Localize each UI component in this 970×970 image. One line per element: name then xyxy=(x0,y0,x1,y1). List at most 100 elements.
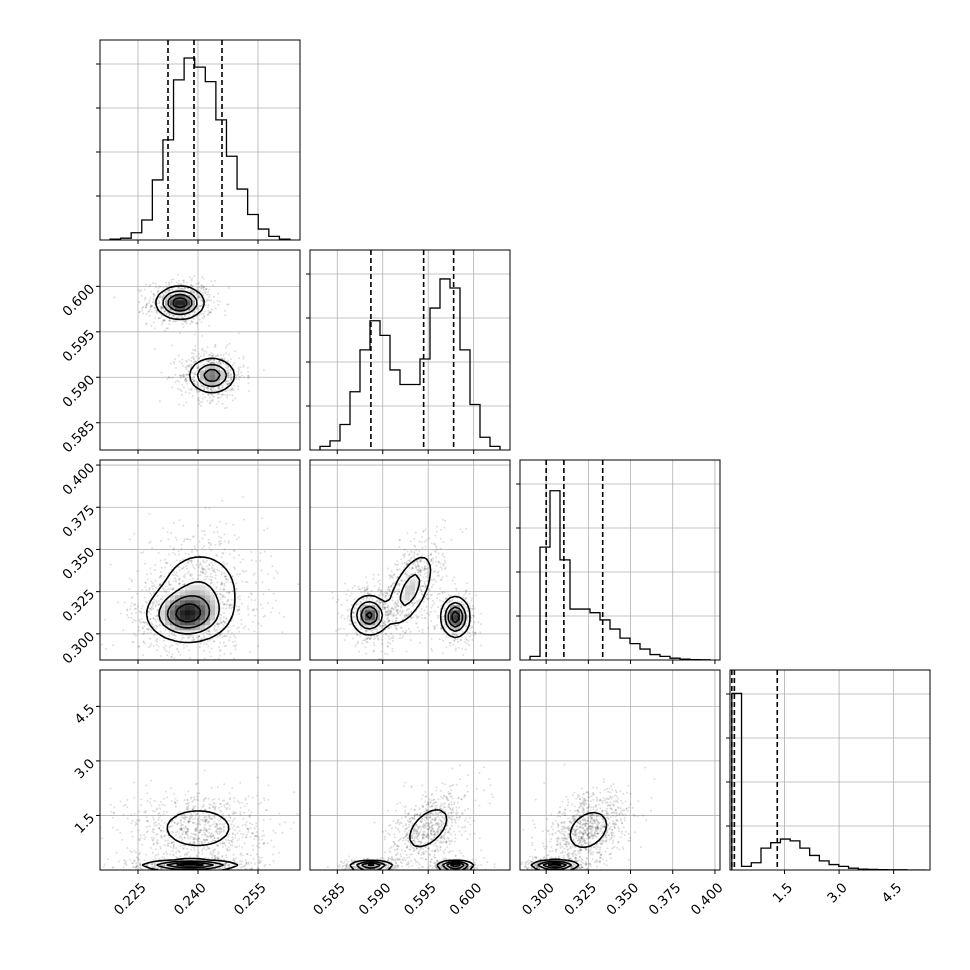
scatter-point xyxy=(424,568,427,571)
scatter-point xyxy=(424,586,427,589)
density-cell xyxy=(175,600,181,606)
scatter-point xyxy=(178,519,181,522)
scatter-point xyxy=(221,386,224,389)
scatter-point xyxy=(436,606,439,609)
scatter-point xyxy=(217,657,220,660)
scatter-point xyxy=(162,319,165,322)
scatter-point xyxy=(222,595,224,598)
density-cell xyxy=(375,615,381,621)
scatter-point xyxy=(426,574,429,577)
scatter-point xyxy=(420,540,423,543)
scatter-point xyxy=(122,866,125,869)
scatter-point xyxy=(199,646,201,649)
density-cell xyxy=(220,370,226,376)
contours xyxy=(350,556,471,639)
scatter-point xyxy=(188,636,191,639)
scatter-point xyxy=(210,561,213,564)
scatter-point xyxy=(148,302,151,304)
scatter-point xyxy=(454,638,457,641)
scatter-point xyxy=(431,561,434,564)
density-cell xyxy=(180,590,186,596)
scatter-point xyxy=(125,608,128,611)
scatter-point xyxy=(423,616,426,619)
scatter-point xyxy=(182,279,185,282)
scatter-point xyxy=(190,283,192,286)
scatter-point xyxy=(213,855,216,858)
scatter-point xyxy=(207,313,210,316)
scatter-point xyxy=(247,382,250,385)
scatter-point xyxy=(185,322,188,325)
scatter-point xyxy=(423,567,426,570)
scatter-point xyxy=(400,612,403,615)
scatter-point xyxy=(134,603,137,606)
scatter-point xyxy=(366,589,369,591)
scatter-point xyxy=(190,561,193,564)
scatter-point xyxy=(223,584,226,587)
density-cell xyxy=(445,610,451,616)
scatter-point xyxy=(236,573,239,576)
scatter-point xyxy=(160,371,163,374)
scatter-point xyxy=(203,285,206,288)
scatter-point xyxy=(192,317,195,320)
scatter-point xyxy=(207,360,210,363)
scatter-point xyxy=(211,388,214,391)
scatter-point xyxy=(211,400,214,403)
scatter-point xyxy=(199,290,202,293)
scatter-point xyxy=(158,584,161,586)
scatter-point xyxy=(193,292,196,294)
scatter-point xyxy=(208,507,211,510)
scatter-point xyxy=(170,281,173,283)
scatter-point xyxy=(165,589,167,592)
scatter-point xyxy=(250,551,253,553)
scatter-point xyxy=(154,624,157,627)
scatter-point xyxy=(359,600,362,603)
scatter-point xyxy=(183,279,185,282)
scatter-point xyxy=(211,398,214,401)
scatter-point xyxy=(415,614,418,617)
scatter-point xyxy=(201,317,204,320)
scatter-point xyxy=(173,315,176,317)
scatter-point xyxy=(144,600,147,603)
scatter-point xyxy=(227,365,230,368)
scatter-point xyxy=(202,286,205,289)
scatter-point xyxy=(365,641,368,644)
scatter-point xyxy=(129,605,132,608)
scatter-point xyxy=(444,567,446,570)
scatter-panel-0-2 xyxy=(96,459,301,664)
scatter-point xyxy=(190,321,193,323)
scatter-point xyxy=(366,585,369,588)
scatter-point xyxy=(428,613,431,616)
scatter-point xyxy=(257,622,260,625)
scatter-point xyxy=(197,357,200,360)
scatter-point xyxy=(178,583,181,586)
scatter-point xyxy=(196,292,199,295)
scatter-point xyxy=(418,550,421,553)
scatter-point xyxy=(149,305,152,308)
scatter-point xyxy=(139,610,142,613)
scatter-point xyxy=(432,579,434,581)
scatter-point xyxy=(203,315,206,318)
scatter-point xyxy=(348,619,351,622)
scatter-point xyxy=(242,627,245,630)
scatter-point xyxy=(208,564,211,567)
scatter-point xyxy=(400,627,403,630)
scatter-point xyxy=(465,589,468,592)
scatter-point xyxy=(411,566,414,568)
scatter-point xyxy=(386,617,389,620)
axes-frame xyxy=(99,459,301,661)
scatter-point xyxy=(145,622,148,624)
scatter-point xyxy=(394,606,397,609)
scatter-point xyxy=(216,354,219,357)
scatter-point xyxy=(451,633,454,636)
scatter-point xyxy=(220,598,223,601)
scatter-point xyxy=(159,316,162,319)
scatter-point xyxy=(202,294,205,297)
scatter-point xyxy=(395,617,397,620)
scatter-point xyxy=(267,601,270,604)
scatter-point xyxy=(398,545,401,548)
scatter-point xyxy=(212,284,215,287)
scatter-point xyxy=(376,580,379,583)
scatter-point xyxy=(387,614,390,617)
scatter-point xyxy=(159,655,162,657)
scatter-point xyxy=(240,623,243,626)
